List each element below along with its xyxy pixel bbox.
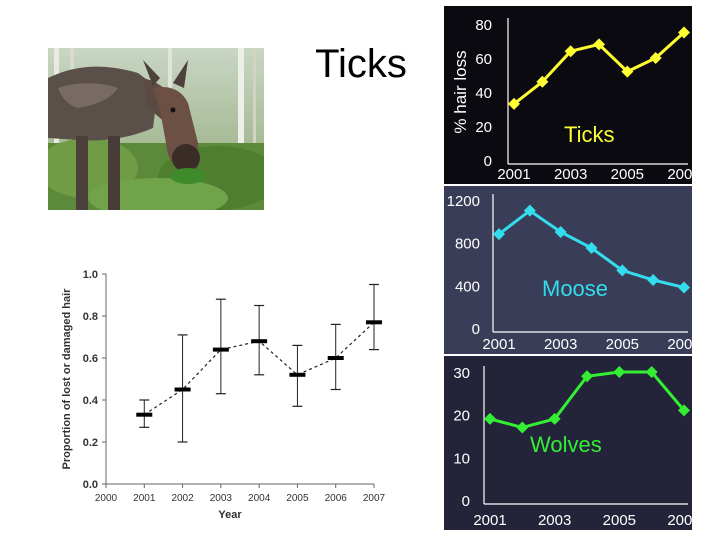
hair-loss-errorbar-chart: 0.0 0.2 0.4 0.6 0.8 1.0 2000 2001 2002 2003 2004 20… [61, 269, 386, 521]
panel-background [444, 356, 692, 530]
data-point [554, 226, 567, 238]
y-tick-label: 0.0 [83, 479, 98, 491]
panel-background [444, 6, 692, 184]
mean-marker [251, 339, 268, 344]
x-tick-label: 2007 [667, 166, 692, 183]
data-point [484, 412, 496, 425]
y-tick-label: 400 [455, 278, 480, 295]
mean-marker [136, 412, 153, 417]
panel-background [444, 186, 692, 354]
mean-marker [366, 320, 382, 325]
x-tick-label: 2003 [554, 166, 587, 183]
x-axis-label: Year [218, 509, 242, 521]
data-point [508, 97, 520, 110]
y-tick-label: 40 [475, 85, 492, 102]
y-tick-label: 1200 [447, 193, 480, 210]
data-point [523, 204, 536, 217]
data-point [647, 274, 660, 286]
y-tick-label: 0.2 [83, 437, 98, 449]
x-tick-label: 2005 [286, 493, 309, 504]
data-point [585, 242, 598, 254]
y-tick-label: 60 [475, 51, 492, 68]
x-tick-label: 2007 [667, 512, 692, 529]
x-tick-label: 2005 [611, 166, 644, 183]
data-point [621, 65, 634, 78]
x-tick-label: 2002 [171, 493, 194, 504]
y-tick-label: 20 [453, 408, 470, 425]
y-tick-label: 20 [475, 119, 492, 136]
data-point [678, 26, 690, 39]
data-point [645, 366, 658, 378]
y-tick-label: 0 [472, 321, 480, 338]
moose-photo-icon [48, 48, 264, 210]
x-tick-label: 2003 [210, 493, 233, 504]
data-point [564, 45, 577, 58]
mean-marker [174, 387, 191, 392]
data-point [516, 421, 529, 434]
x-tick-label: 2004 [248, 493, 271, 504]
y-tick-label: 10 [453, 450, 470, 467]
series-annotation: Ticks [564, 122, 615, 147]
data-point [593, 38, 605, 51]
mean-marker [327, 356, 344, 360]
data-point [493, 228, 505, 241]
x-tick-label: 2001 [473, 512, 506, 529]
data-point [536, 75, 549, 88]
x-tick-label: 2006 [325, 493, 348, 504]
x-tick-label: 2005 [603, 512, 636, 529]
y-tick-label: 800 [455, 236, 480, 253]
x-tick-label: 2007 [363, 493, 386, 504]
series-annotation: Moose [542, 276, 608, 301]
data-point [616, 264, 629, 277]
x-tick-label: 2000 [95, 493, 118, 504]
mean-marker [289, 372, 306, 377]
x-tick-label: 2007 [667, 336, 692, 353]
data-point [613, 366, 626, 378]
y-tick-label: 0.4 [83, 395, 99, 407]
x-tick-label: 2003 [538, 512, 571, 529]
series-annotation: Wolves [530, 432, 602, 457]
y-axis-label: Proportion of lost or damaged hair [61, 288, 73, 470]
data-point [678, 281, 690, 294]
x-tick-label: 2005 [606, 336, 639, 353]
y-tick-label: 0 [462, 493, 470, 510]
moose-panel: 0 400 800 1200 2001 2003 2005 2007 Moose [444, 186, 692, 354]
mean-marker [212, 347, 229, 352]
data-point [649, 52, 662, 64]
slide-title: Ticks [315, 42, 407, 86]
y-tick-label: 0 [484, 153, 492, 170]
y-tick-label: 1.0 [83, 269, 98, 281]
y-axis-label: % hair loss [451, 50, 470, 133]
y-tick-label: 30 [453, 365, 470, 382]
x-tick-label: 2001 [482, 336, 515, 353]
x-tick-label: 2001 [497, 166, 530, 183]
data-point [581, 370, 593, 383]
ticks-panel: 0 20 40 60 80 2001 2003 2005 2007 % hair loss Tick… [444, 6, 692, 184]
x-tick-label: 2003 [544, 336, 577, 353]
y-tick-label: 0.8 [83, 311, 98, 323]
y-tick-label: 0.6 [83, 353, 98, 365]
data-point [678, 404, 690, 417]
y-tick-label: 80 [475, 17, 492, 34]
data-point [548, 412, 561, 425]
wolves-panel: 0 10 20 30 2001 2003 2005 2007 Wolves [444, 356, 692, 530]
x-tick-label: 2001 [133, 493, 156, 504]
